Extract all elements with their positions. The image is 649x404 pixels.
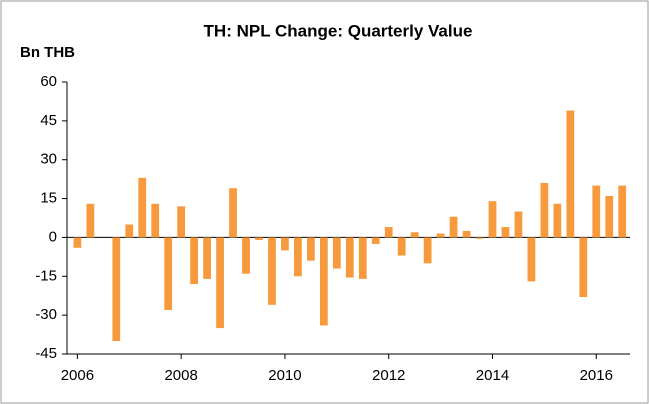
bar (384, 227, 393, 238)
bar (164, 237, 173, 310)
bar (138, 177, 147, 238)
y-tick-label: -45 (35, 345, 57, 362)
bar (579, 237, 588, 298)
bar (268, 237, 276, 305)
bar (566, 110, 575, 238)
x-tick-label: 2008 (164, 367, 197, 384)
bar (177, 206, 186, 238)
y-tick-label: -30 (35, 306, 57, 323)
bar (332, 237, 341, 269)
x-tick-label: 2012 (372, 367, 405, 384)
bar (527, 237, 536, 282)
x-tick-label: 2016 (580, 367, 613, 384)
bar (306, 237, 315, 261)
y-axis-label: Bn THB (20, 44, 75, 61)
bar (423, 237, 432, 264)
y-tick-label: 60 (40, 73, 57, 90)
bar (281, 237, 289, 251)
bar (436, 233, 445, 238)
bar (73, 237, 82, 248)
bar (86, 203, 95, 238)
bar (151, 203, 160, 238)
y-tick-label: 45 (40, 112, 57, 129)
bar (203, 237, 211, 279)
bar (125, 224, 134, 238)
bar (540, 183, 549, 238)
bar (242, 237, 250, 274)
bar (255, 237, 263, 241)
bar (229, 188, 237, 238)
bar (371, 237, 380, 244)
y-tick-label: 0 (49, 228, 57, 245)
bar (216, 237, 224, 329)
bar (462, 230, 471, 238)
bar (319, 237, 328, 326)
bar (488, 201, 497, 238)
y-tick-label: -15 (35, 267, 57, 284)
y-tick-label: 30 (40, 151, 57, 168)
chart-title: TH: NPL Change: Quarterly Value (204, 21, 473, 40)
bar (449, 216, 458, 238)
x-tick-label: 2014 (476, 367, 509, 384)
x-tick-label: 2010 (268, 367, 301, 384)
bar (294, 237, 302, 277)
bar (410, 232, 419, 238)
bar (358, 237, 367, 279)
bar (592, 185, 601, 238)
bar (501, 227, 510, 238)
bar (397, 237, 406, 256)
bar (553, 203, 562, 238)
bar (190, 237, 199, 285)
bar (618, 185, 627, 238)
bar (345, 237, 354, 278)
bar (112, 237, 121, 342)
bar (605, 195, 614, 238)
x-tick-label: 2006 (61, 367, 94, 384)
bar (514, 211, 523, 238)
y-tick-label: 15 (40, 190, 57, 207)
bar (475, 237, 484, 239)
